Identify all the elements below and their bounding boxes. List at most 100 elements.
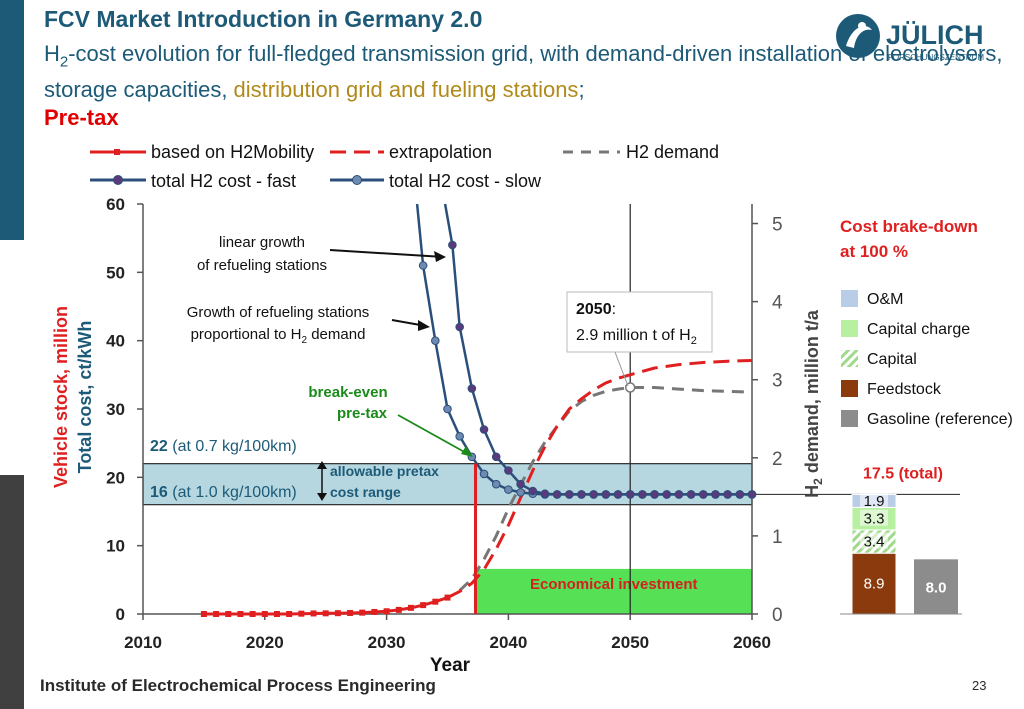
cost-fast-point (479, 425, 489, 434)
cost-fast-point (698, 490, 708, 499)
cost-slow-point (504, 485, 513, 494)
h2mobility-point (213, 611, 220, 617)
annotation-band-mid-1: allowable pretax (330, 463, 439, 479)
annotation-linear-growth-2: of refueling stations (197, 257, 327, 274)
right-tick-label-1: 1 (772, 527, 783, 548)
h2mobility-point (420, 602, 427, 609)
right-axis-title-h: H (802, 485, 822, 498)
breakdown-value-label: 1.9 (864, 493, 885, 510)
callout-2050-line2a: 2.9 million t of H (576, 327, 691, 344)
cost-fast-point (491, 452, 501, 462)
breakdown-legend-swatch (841, 380, 858, 397)
x-tick-labels: 2010 2020 2030 2040 2050 2060 (124, 614, 771, 652)
right-tick-label-0: 0 (772, 605, 783, 626)
cost-fast-point (723, 490, 732, 499)
left-tick-label-40: 40 (106, 332, 125, 351)
h2mobility-point (225, 611, 232, 617)
annotation-band-mid-2: cost range (330, 484, 401, 500)
cost-fast-point (540, 489, 550, 499)
callout-2050-line2sub: 2 (691, 335, 697, 347)
cost-slow-point (418, 261, 428, 270)
cost-fast-point (516, 479, 525, 489)
breakdown-legend-swatch (841, 350, 858, 367)
cost-fast-point (601, 490, 611, 499)
annotation-band-top-rest: (at 0.7 kg/100km) (168, 438, 297, 455)
breakdown-total-label: 17.5 (total) (863, 465, 943, 482)
callout-2050-line2: 2.9 million t of H2 (576, 327, 697, 347)
annotation-break-even-2: pre-tax (337, 405, 388, 422)
breakdown-reference-bar (914, 559, 958, 614)
legend-marker-h2mobility (114, 149, 120, 155)
h2mobility-markers (200, 594, 451, 617)
left-tick-label-60: 60 (106, 195, 125, 214)
right-tick-label-2: 2 (772, 449, 783, 470)
right-axis-title: H2 demand, million t/a (802, 309, 825, 498)
h2mobility-point (359, 609, 366, 616)
h2mobility-point (200, 611, 207, 617)
cost-fast-point (662, 490, 672, 499)
annotation-band-bottom-rest: (at 1.0 kg/100km) (168, 484, 297, 501)
breakdown-legend-label: Gasoline (reference) (867, 411, 1013, 428)
arrow-proportional-head (418, 320, 430, 331)
cost-fast-markers (448, 240, 757, 499)
right-axis-title-rest: demand, million t/a (802, 309, 822, 478)
breakdown-legend-swatch (841, 410, 858, 427)
x-tick-label-2040: 2040 (489, 633, 527, 652)
arrow-break-even (397, 414, 469, 455)
breakdown-label-bg (860, 509, 888, 526)
right-tick-labels: 0 1 2 3 4 5 (752, 215, 783, 626)
arrow-linear-growth (329, 249, 445, 258)
left-axis-title-cost: Total cost, ct/kWh (75, 321, 95, 474)
x-tick-label-2050: 2050 (611, 633, 649, 652)
series-h2-demand (458, 386, 753, 592)
left-tick-labels: 0 10 20 30 40 50 60 (106, 195, 143, 624)
cost-slow-point (455, 432, 464, 441)
cost-fast-point (735, 490, 745, 499)
callout-2050-pointer (614, 351, 629, 387)
logo-dot-icon (858, 22, 866, 30)
cost-fast-point (747, 490, 757, 499)
h2mobility-point (237, 611, 244, 617)
legend-label-h2mobility: based on H2Mobility (151, 142, 314, 162)
cost-fast-point (650, 490, 659, 499)
left-tick-label-30: 30 (106, 400, 125, 419)
left-accent-bar-bottom (0, 475, 24, 709)
left-accent-bar-top (0, 0, 24, 240)
x-tick-label-2020: 2020 (246, 633, 284, 652)
juelich-logo: JÜLICH FORSCHUNGSZENTRUM (836, 14, 984, 62)
breakdown-value-label: 3.4 (864, 534, 885, 551)
breakdown-segment-feedstock (851, 552, 897, 615)
annotation-band-top-bold: 22 (150, 438, 168, 455)
logo-tagline: FORSCHUNGSZENTRUM (888, 53, 984, 62)
left-tick-label-10: 10 (106, 537, 125, 556)
band-range-arrow-top (317, 461, 327, 469)
x-tick-label-2010: 2010 (124, 633, 162, 652)
series-extrapolation (446, 359, 753, 599)
annotation-band-bottom-bold: 16 (150, 484, 168, 501)
legend-label-cost-slow: total H2 cost - slow (389, 171, 542, 191)
h2mobility-point (261, 611, 268, 617)
subtitle-sub: 2 (59, 53, 69, 71)
h2mobility-point (444, 594, 451, 601)
cost-slow-point (443, 404, 452, 414)
breakdown-reference-label: 8.0 (926, 580, 947, 597)
legend-label-h2-demand: H2 demand (626, 142, 719, 162)
h2mobility-point (347, 609, 354, 616)
h2mobility-point (322, 610, 329, 617)
annotation-proportional-2a: proportional to H (191, 326, 302, 343)
cost-fast-point (504, 466, 513, 475)
slide-title: FCV Market Introduction in Germany 2.0 (44, 6, 483, 32)
h2mobility-point (334, 610, 341, 617)
h2mobility-point (371, 608, 378, 615)
callout-2050-box (566, 291, 713, 353)
breakdown-legend: O&M Capital charge Capital Feedstock Gasolin… (841, 290, 1013, 428)
cost-slow-point (491, 479, 501, 489)
breakdown-value-label: 8.9 (864, 576, 885, 593)
breakdown-label-bg (860, 491, 888, 508)
left-tick-label-50: 50 (106, 263, 125, 282)
annotation-band-bottom: 16 (at 1.0 kg/100km) (150, 484, 297, 501)
subtitle-gold: distribution grid and fueling stations (233, 77, 579, 103)
cost-fast-point (552, 490, 562, 499)
breakdown-legend-swatch (841, 290, 858, 307)
